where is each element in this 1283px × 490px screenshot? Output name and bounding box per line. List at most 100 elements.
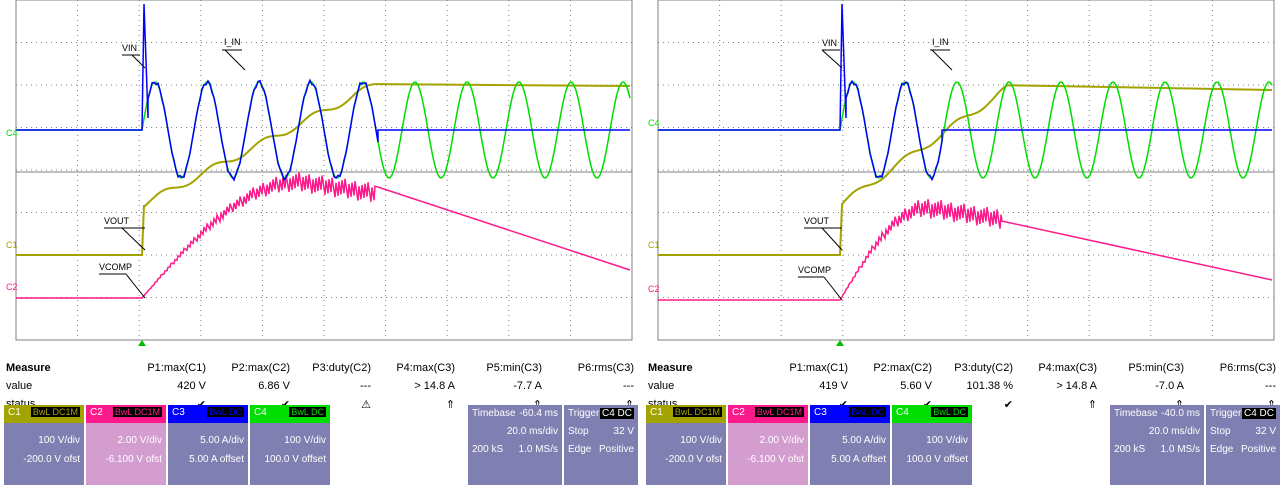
status-icon-p4: ⇑ — [445, 399, 455, 411]
trigger-type: Edge — [1210, 444, 1234, 455]
trace-vcomp — [658, 199, 1273, 301]
scope-left: VIN I_IN VOUT VCOMP C4 C1 C2 Measure P1:… — [0, 0, 641, 490]
timebase-samples: 200 kS — [472, 444, 504, 455]
trigger-label: Trigger — [1210, 408, 1242, 419]
channel-c2-descriptor[interactable]: C2 BwL DC1M 2.00 V/div -6.100 V ofst — [728, 405, 808, 485]
param-value-p3: --- — [360, 380, 371, 392]
timebase-rate: 20.0 ms/div — [506, 426, 558, 437]
timebase-samples: 200 kS — [1114, 444, 1146, 455]
trigger-slope: Positive — [1240, 444, 1276, 455]
trace-iin — [658, 3, 1272, 182]
timebase-srate: 1.0 MS/s — [518, 444, 558, 455]
trigger-descriptor[interactable]: Trigger C4 DC Stop 32 V Edge Positive — [1206, 405, 1280, 485]
marker-c2: C2 — [6, 282, 18, 292]
param-header-p4: P4:max(C3) — [1038, 362, 1097, 374]
trigger-slope: Positive — [598, 444, 634, 455]
callout-vcomp: VCOMP — [99, 262, 146, 299]
param-value-p6: --- — [1265, 380, 1276, 392]
status-icon-p4: ⇑ — [1087, 399, 1097, 411]
trace-vout — [16, 83, 631, 256]
param-value-p4: > 14.8 A — [1056, 380, 1097, 392]
graticule-grid — [658, 0, 1274, 340]
param-header-p5: P5:min(C3) — [486, 362, 542, 374]
trigger-level: 32 V — [613, 426, 634, 437]
timebase-descriptor[interactable]: Timebase -40.0 ms 20.0 ms/div 200 kS 1.0… — [1110, 405, 1204, 485]
channel-c4-descriptor[interactable]: C4 BwL DC 100 V/div 100.0 V offset — [892, 405, 972, 485]
waveform-display: VIN I_IN VOUT VCOMP C4 C1 C2 — [648, 0, 1275, 346]
channel-c4-descriptor[interactable]: C4 BwL DC 100 V/div 100.0 V offset — [250, 405, 330, 485]
label-vin: VIN — [822, 38, 837, 48]
timebase-descriptor[interactable]: Timebase -60.4 ms 20.0 ms/div 200 kS 1.0… — [468, 405, 562, 485]
trigger-source: C4 DC — [1241, 408, 1276, 419]
callout-vin: VIN — [122, 43, 146, 69]
channel-c3-descriptor[interactable]: C3 BwL DC 5.00 A/div 5.00 A offset — [168, 405, 248, 485]
channel-c2-descriptor[interactable]: C2 BwL DC1M 2.00 V/div -6.100 V ofst — [86, 405, 166, 485]
timebase-srate: 1.0 MS/s — [1160, 444, 1200, 455]
label-vcomp: VCOMP — [798, 265, 831, 275]
label-vout: VOUT — [804, 216, 830, 226]
label-iin: I_IN — [224, 37, 241, 47]
param-value-p6: --- — [623, 380, 634, 392]
measure-value-row: value 420 V 6.86 V --- > 14.8 A -7.7 A -… — [0, 380, 641, 396]
status-icon-p3: ✔ — [1003, 399, 1013, 411]
marker-c1: C1 — [6, 240, 18, 250]
param-value-p1: 419 V — [819, 380, 848, 392]
marker-c4: C4 — [6, 128, 18, 138]
trigger-source: C4 DC — [599, 408, 634, 419]
param-value-p2: 5.60 V — [900, 380, 932, 392]
measure-header-row: Measure P1:max(C1) P2:max(C2) P3:duty(C2… — [642, 362, 1283, 378]
callout-vin: VIN — [821, 38, 843, 69]
status-icon-p3: ⚠ — [361, 399, 371, 411]
param-header-p3: P3:duty(C2) — [312, 362, 371, 374]
marker-c4: C4 — [648, 118, 660, 128]
channel-c1-descriptor[interactable]: C1 BwL DC1M 100 V/div -200.0 V ofst — [4, 405, 84, 485]
timebase-delay: -40.0 ms — [1161, 408, 1200, 419]
callout-iin: I_IN — [222, 37, 246, 71]
trigger-label: Trigger — [568, 408, 600, 419]
callout-vout: VOUT — [804, 216, 843, 251]
marker-c2: C2 — [648, 284, 660, 294]
value-label: value — [648, 380, 675, 392]
trigger-descriptor[interactable]: Trigger C4 DC Stop 32 V Edge Positive — [564, 405, 638, 485]
timebase-label: Timebase — [1114, 408, 1158, 419]
callout-vcomp: VCOMP — [798, 265, 843, 301]
callout-iin: I_IN — [930, 37, 953, 71]
measure-value-row: value 419 V 5.60 V 101.38 % > 14.8 A -7.… — [642, 380, 1283, 396]
marker-c1: C1 — [648, 240, 660, 250]
timebase-delay: -60.4 ms — [519, 408, 558, 419]
trace-iin — [16, 3, 630, 182]
measure-header-row: Measure P1:max(C1) P2:max(C2) P3:duty(C2… — [0, 362, 641, 378]
param-value-p3: 101.38 % — [966, 380, 1013, 392]
param-value-p1: 420 V — [177, 380, 206, 392]
label-vcomp: VCOMP — [99, 262, 132, 272]
trace-vcomp — [16, 172, 631, 299]
label-iin: I_IN — [932, 37, 949, 47]
param-header-p4: P4:max(C3) — [396, 362, 455, 374]
param-value-p5: -7.7 A — [513, 380, 542, 392]
param-header-p1: P1:max(C1) — [789, 362, 848, 374]
trigger-mode: Stop — [568, 426, 589, 437]
measure-title: Measure — [648, 362, 693, 374]
trigger-mode: Stop — [1210, 426, 1231, 437]
param-header-p6: P6:rms(C3) — [1219, 362, 1276, 374]
param-header-p1: P1:max(C1) — [147, 362, 206, 374]
param-value-p2: 6.86 V — [258, 380, 290, 392]
param-header-p3: P3:duty(C2) — [954, 362, 1013, 374]
label-vout: VOUT — [104, 216, 130, 226]
waveform-display: VIN I_IN VOUT VCOMP C4 C1 C2 — [6, 0, 633, 346]
channel-c1-descriptor[interactable]: C1 BwL DC1M 100 V/div -200.0 V ofst — [646, 405, 726, 485]
param-header-p5: P5:min(C3) — [1128, 362, 1184, 374]
param-header-p2: P2:max(C2) — [873, 362, 932, 374]
timebase-rate: 20.0 ms/div — [1148, 426, 1200, 437]
param-header-p2: P2:max(C2) — [231, 362, 290, 374]
trigger-level: 32 V — [1255, 426, 1276, 437]
scope-right: VIN I_IN VOUT VCOMP C4 C1 C2 Measure P1:… — [642, 0, 1283, 490]
callout-vout: VOUT — [104, 216, 146, 251]
timebase-label: Timebase — [472, 408, 516, 419]
value-label: value — [6, 380, 33, 392]
channel-c3-descriptor[interactable]: C3 BwL DC 5.00 A/div 5.00 A offset — [810, 405, 890, 485]
trigger-marker — [836, 340, 844, 346]
label-vin: VIN — [122, 43, 137, 53]
param-value-p4: > 14.8 A — [414, 380, 455, 392]
param-header-p6: P6:rms(C3) — [577, 362, 634, 374]
